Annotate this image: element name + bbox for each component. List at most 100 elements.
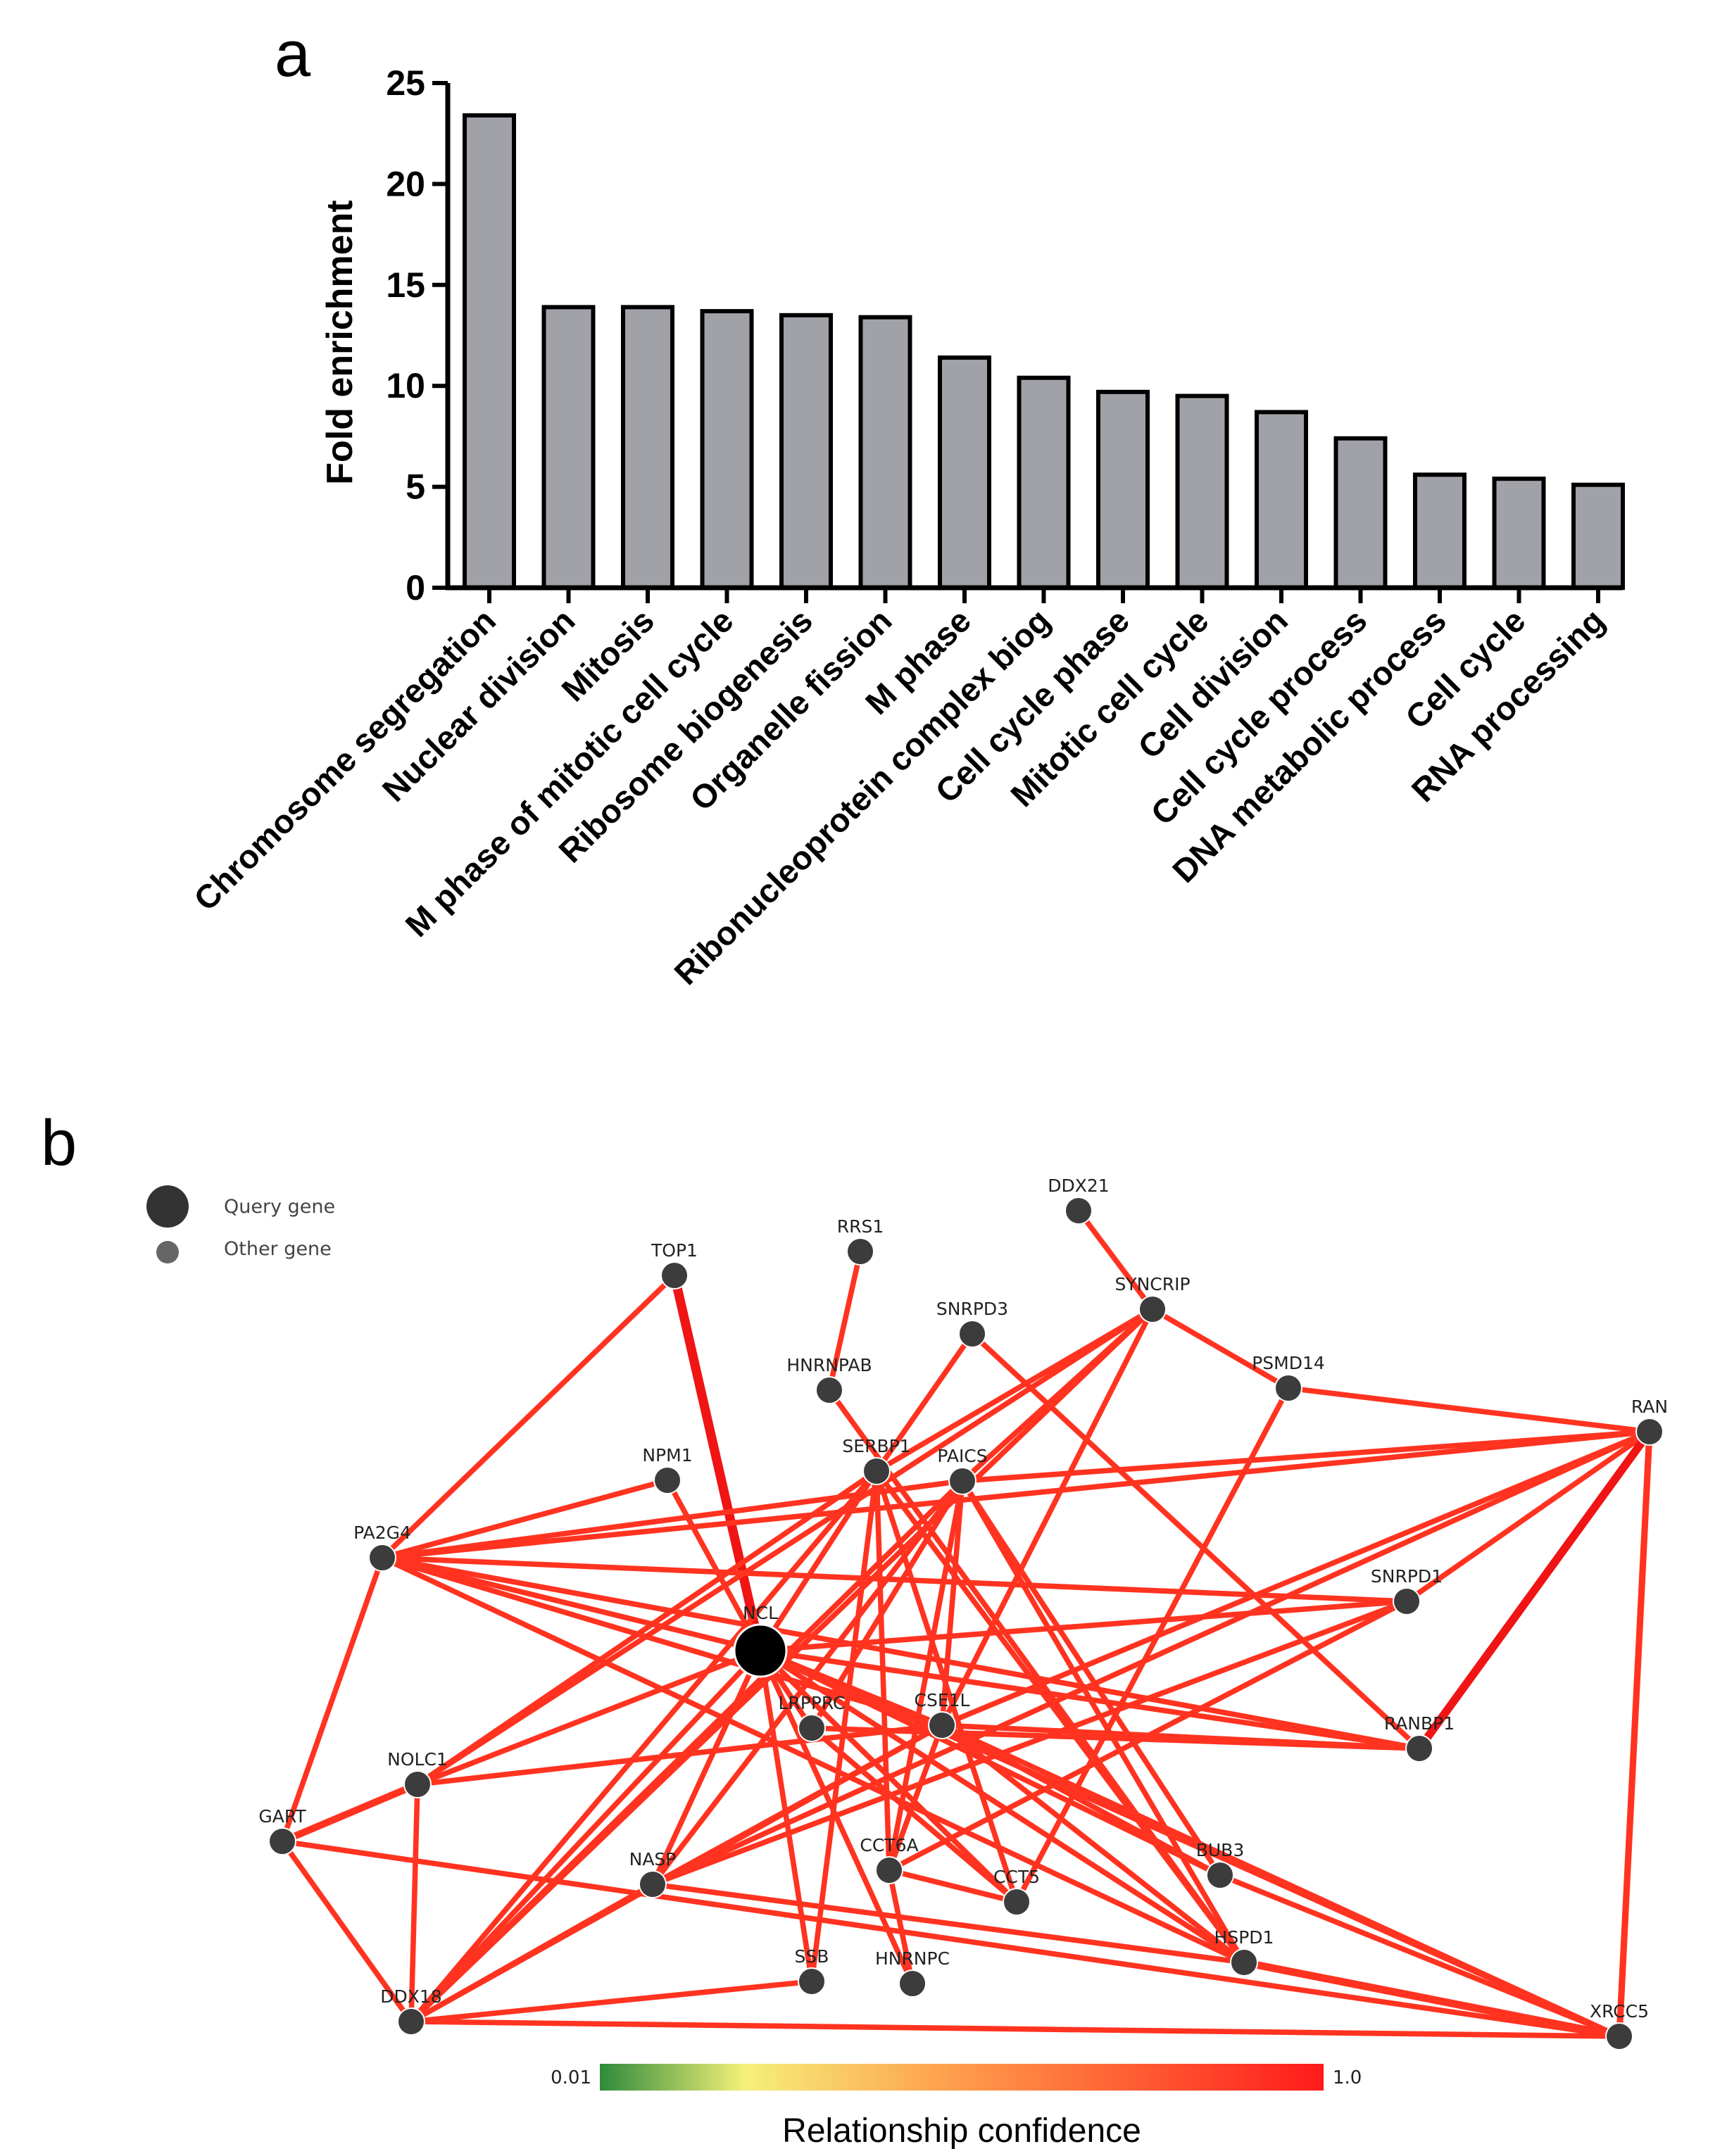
node-snrpd1[interactable] (1393, 1587, 1421, 1615)
node-label-gart: GART (258, 1806, 306, 1827)
edge-gart-xrcc5 (280, 1839, 1622, 2039)
node-snrpd3[interactable] (958, 1320, 986, 1348)
edge-cse1l-nolc1 (415, 1722, 945, 1787)
node-label-ncl: NCL (743, 1603, 778, 1623)
edge-ran-xrcc5 (1616, 1428, 1653, 2040)
node-hnrnpc[interactable] (898, 1969, 927, 1998)
node-label-pa2g4: PA2G4 (353, 1523, 411, 1543)
edge-ncl-ddx18 (408, 1648, 763, 2024)
colorbar-title: Relationship confidence (782, 2112, 1141, 2150)
bar (1175, 393, 1229, 590)
bar (938, 355, 991, 590)
edge-ran-pa2g4 (379, 1429, 1652, 1561)
edge-ran-paics (960, 1429, 1652, 1484)
node-gart[interactable] (268, 1827, 296, 1855)
node-npm1[interactable] (653, 1466, 682, 1494)
network-legend: Query gene Other gene (146, 1185, 335, 1263)
bar (1492, 477, 1546, 590)
node-paics[interactable] (948, 1467, 976, 1495)
node-label-snrpd3: SNRPD3 (936, 1299, 1008, 1319)
node-label-top1: TOP1 (651, 1240, 698, 1261)
node-label-psmd14: PSMD14 (1252, 1353, 1325, 1373)
node-label-ran: RAN (1631, 1397, 1668, 1417)
edge-lrpprc-cct5 (809, 1725, 1019, 1905)
node-label-hspd1: HSPD1 (1214, 1927, 1274, 1948)
edge-cse1l-bub3 (939, 1722, 1223, 1878)
panel-a-label: a (275, 18, 311, 90)
bar (700, 309, 754, 590)
node-nasp[interactable] (639, 1870, 667, 1898)
edge-syncrip-psmd14 (1150, 1306, 1291, 1391)
node-cct6a[interactable] (875, 1856, 903, 1884)
edge-syncrip-cse1l (939, 1306, 1155, 1728)
colorbar-max-label: 1.0 (1333, 2067, 1362, 2088)
node-lrpprc[interactable] (798, 1714, 826, 1742)
node-rrs1[interactable] (846, 1237, 874, 1266)
edge-pa2g4-snrpd1 (379, 1555, 1409, 1604)
y-tick-label: 5 (406, 467, 425, 507)
node-ddx18[interactable] (397, 2007, 425, 2036)
node-hspd1[interactable] (1230, 1948, 1258, 1977)
edge-nolc1-ddx18 (408, 1782, 420, 2024)
node-ddx21[interactable] (1065, 1197, 1093, 1225)
node-label-ssb: SSB (795, 1946, 829, 1967)
edge-paics-ddx18 (408, 1478, 965, 2024)
node-ncl[interactable] (733, 1623, 788, 1678)
node-label-nolc1: NOLC1 (387, 1749, 448, 1770)
node-ranbp1[interactable] (1405, 1734, 1433, 1763)
node-hnrnpab[interactable] (815, 1376, 843, 1404)
edge-snrpd3-ranbp1 (969, 1331, 1422, 1751)
edge-ran-nasp (650, 1429, 1652, 1887)
node-cct5[interactable] (1003, 1888, 1031, 1916)
edge-pa2g4-gart (280, 1555, 385, 1844)
edge-top1-ncl (670, 1271, 765, 1656)
y-tick-label: 15 (386, 265, 425, 305)
colorbar-min-label: 0.01 (551, 2067, 591, 2088)
edge-gart-ddx18 (280, 1839, 414, 2024)
edge-serbp1-ssb (809, 1468, 879, 1984)
bar (1571, 482, 1625, 590)
bar (463, 113, 516, 590)
node-syncrip[interactable] (1138, 1295, 1167, 1323)
node-label-serbp1: SERBP1 (842, 1436, 910, 1456)
bar (858, 315, 912, 590)
node-bub3[interactable] (1206, 1861, 1234, 1889)
node-serbp1[interactable] (862, 1457, 891, 1485)
y-tick-label: 20 (386, 164, 425, 203)
node-label-xrcc5: XRCC5 (1590, 2001, 1649, 2022)
node-xrcc5[interactable] (1605, 2022, 1633, 2050)
node-ran[interactable] (1635, 1418, 1664, 1446)
legend-other-gene-marker (156, 1241, 179, 1263)
network-nodes: TOP1 RRS1 DDX21 SYNCRIP SNRPD3 HNRNPAB PSMD14 R… (258, 1175, 1668, 2050)
legend-other-gene-label: Other gene (224, 1238, 332, 1260)
bar (1413, 472, 1467, 591)
edge-snrpd1-ncl (758, 1599, 1409, 1653)
edge-cse1l-cct6a (886, 1722, 945, 1873)
edge-ncl-ranbp1 (758, 1648, 1422, 1751)
edge-cct6a-hnrnpc (886, 1867, 915, 1986)
node-label-paics: PAICS (937, 1446, 987, 1466)
node-nolc1[interactable] (403, 1770, 432, 1798)
edge-cct6a-cct5 (886, 1867, 1019, 1905)
edge-nolc1-gart (279, 1781, 421, 1845)
edge-snrpd1-nasp (650, 1599, 1409, 1887)
edge-ncl-nolc1 (415, 1648, 763, 1787)
edge-ddx21-syncrip (1076, 1208, 1155, 1312)
edge-snrpd3-serbp1 (874, 1331, 975, 1474)
node-psmd14[interactable] (1274, 1374, 1302, 1402)
bar (1255, 410, 1308, 591)
node-label-cct5: CCT5 (993, 1867, 1040, 1887)
legend-query-gene-label: Query gene (224, 1196, 335, 1218)
node-ssb[interactable] (798, 1967, 826, 1996)
edge-serbp1-hspd1 (874, 1468, 1247, 1965)
node-label-npm1: NPM1 (642, 1445, 692, 1465)
edge-nasp-ddx18 (408, 1881, 655, 2024)
node-top1[interactable] (660, 1261, 689, 1290)
edge-ncl-ssb (758, 1648, 815, 1984)
node-cse1l[interactable] (928, 1711, 956, 1739)
edge-paics-cse1l (939, 1478, 965, 1728)
edge-ncl-cct5 (758, 1648, 1019, 1905)
node-pa2g4[interactable] (368, 1544, 396, 1572)
edge-pa2g4-cse1l (379, 1555, 945, 1728)
edge-cse1l-nasp (650, 1722, 945, 1887)
